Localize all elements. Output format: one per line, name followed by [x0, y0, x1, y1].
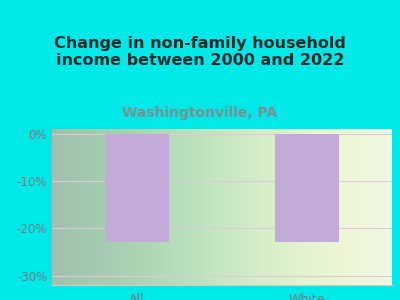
- Bar: [105, 134, 169, 242]
- Text: Washingtonville, PA: Washingtonville, PA: [122, 106, 278, 121]
- Text: Change in non-family household
income between 2000 and 2022: Change in non-family household income be…: [54, 36, 346, 68]
- Bar: [275, 134, 339, 242]
